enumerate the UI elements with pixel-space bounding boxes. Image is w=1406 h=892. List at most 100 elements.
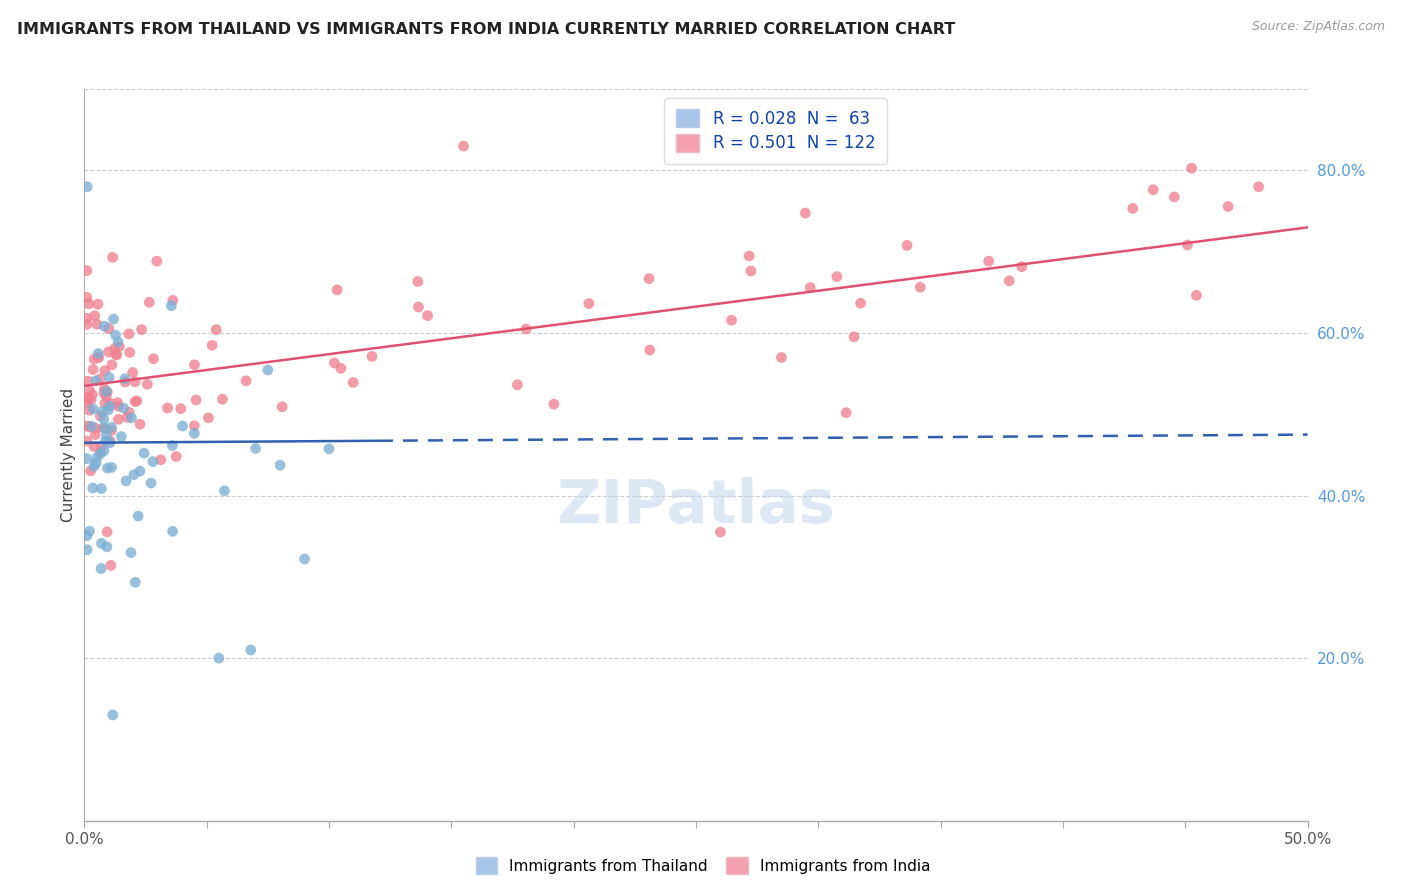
Point bbox=[97, 345, 120, 359]
Point bbox=[245, 442, 267, 456]
Point bbox=[197, 410, 219, 425]
Point bbox=[79, 420, 101, 434]
Point bbox=[849, 296, 872, 310]
Point bbox=[76, 434, 98, 448]
Point bbox=[107, 335, 129, 350]
Point bbox=[271, 400, 294, 414]
Legend: Immigrants from Thailand, Immigrants from India: Immigrants from Thailand, Immigrants fro… bbox=[470, 851, 936, 880]
Point bbox=[100, 460, 122, 475]
Point bbox=[184, 392, 207, 407]
Point bbox=[205, 323, 228, 337]
Point bbox=[98, 399, 121, 413]
Point bbox=[842, 330, 865, 344]
Point bbox=[91, 405, 114, 419]
Point bbox=[1185, 288, 1208, 302]
Point bbox=[83, 309, 105, 323]
Point bbox=[165, 450, 187, 464]
Point bbox=[93, 421, 115, 435]
Point bbox=[76, 419, 98, 434]
Point bbox=[977, 254, 1000, 268]
Point bbox=[183, 358, 205, 372]
Point bbox=[87, 351, 110, 365]
Point bbox=[94, 434, 117, 448]
Point bbox=[709, 525, 731, 540]
Point bbox=[294, 552, 316, 566]
Point bbox=[96, 385, 118, 400]
Point bbox=[93, 319, 115, 334]
Point bbox=[96, 384, 118, 399]
Point bbox=[104, 342, 127, 356]
Point bbox=[96, 540, 118, 554]
Point bbox=[162, 293, 184, 308]
Point bbox=[318, 442, 340, 456]
Point bbox=[118, 405, 141, 419]
Point bbox=[98, 396, 121, 410]
Point bbox=[80, 392, 103, 407]
Point bbox=[90, 482, 112, 496]
Point bbox=[98, 435, 121, 450]
Point bbox=[76, 311, 98, 326]
Point bbox=[82, 481, 104, 495]
Point bbox=[105, 348, 128, 362]
Point bbox=[201, 338, 224, 352]
Point bbox=[83, 352, 105, 367]
Point bbox=[84, 374, 107, 388]
Point bbox=[89, 372, 111, 386]
Point bbox=[1177, 238, 1199, 252]
Point bbox=[1011, 260, 1033, 274]
Point bbox=[93, 412, 115, 426]
Point bbox=[76, 391, 98, 405]
Point bbox=[77, 374, 100, 388]
Point bbox=[82, 401, 104, 416]
Point bbox=[76, 318, 98, 332]
Point bbox=[235, 374, 257, 388]
Point bbox=[76, 179, 98, 194]
Point bbox=[93, 386, 115, 401]
Point bbox=[107, 399, 129, 413]
Point bbox=[96, 428, 118, 442]
Point bbox=[121, 410, 143, 425]
Point bbox=[76, 451, 98, 466]
Point bbox=[97, 403, 120, 417]
Point bbox=[740, 264, 762, 278]
Point bbox=[89, 447, 111, 461]
Point bbox=[83, 459, 105, 474]
Point bbox=[114, 372, 136, 386]
Point bbox=[110, 429, 132, 443]
Point bbox=[79, 524, 101, 538]
Y-axis label: Currently Married: Currently Married bbox=[60, 388, 76, 522]
Point bbox=[90, 536, 112, 550]
Point bbox=[124, 575, 146, 590]
Point bbox=[1142, 183, 1164, 197]
Point bbox=[79, 464, 101, 478]
Point bbox=[94, 396, 117, 410]
Point bbox=[90, 561, 112, 575]
Point bbox=[896, 238, 918, 252]
Point bbox=[79, 384, 101, 398]
Point bbox=[108, 339, 131, 353]
Point bbox=[799, 280, 821, 294]
Point bbox=[104, 328, 127, 343]
Point bbox=[998, 274, 1021, 288]
Point bbox=[91, 439, 114, 453]
Point bbox=[149, 452, 172, 467]
Point bbox=[543, 397, 565, 411]
Point bbox=[162, 438, 184, 452]
Text: ZIPatlas: ZIPatlas bbox=[557, 476, 835, 535]
Point bbox=[76, 290, 98, 304]
Point bbox=[97, 321, 120, 335]
Point bbox=[342, 376, 364, 390]
Point bbox=[76, 263, 98, 277]
Point bbox=[100, 558, 122, 573]
Point bbox=[86, 318, 108, 332]
Point bbox=[118, 345, 141, 359]
Point bbox=[172, 419, 194, 434]
Point bbox=[94, 421, 117, 435]
Point bbox=[323, 356, 346, 370]
Point bbox=[515, 322, 537, 336]
Point bbox=[84, 427, 107, 442]
Point bbox=[77, 297, 100, 311]
Point bbox=[1181, 161, 1204, 176]
Point bbox=[125, 393, 148, 408]
Point bbox=[98, 370, 121, 384]
